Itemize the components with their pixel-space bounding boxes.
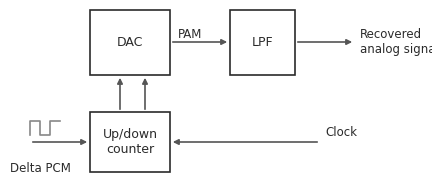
Bar: [230, 10, 295, 75]
Text: PAM: PAM: [178, 27, 202, 41]
Text: Up/down
counter: Up/down counter: [102, 128, 158, 156]
Text: Clock: Clock: [325, 126, 357, 140]
Bar: [90, 112, 170, 172]
Text: LPF: LPF: [252, 36, 273, 49]
Bar: [90, 10, 170, 75]
Text: Delta PCM: Delta PCM: [10, 162, 71, 174]
Text: Recovered
analog signal: Recovered analog signal: [360, 28, 432, 56]
Text: DAC: DAC: [117, 36, 143, 49]
